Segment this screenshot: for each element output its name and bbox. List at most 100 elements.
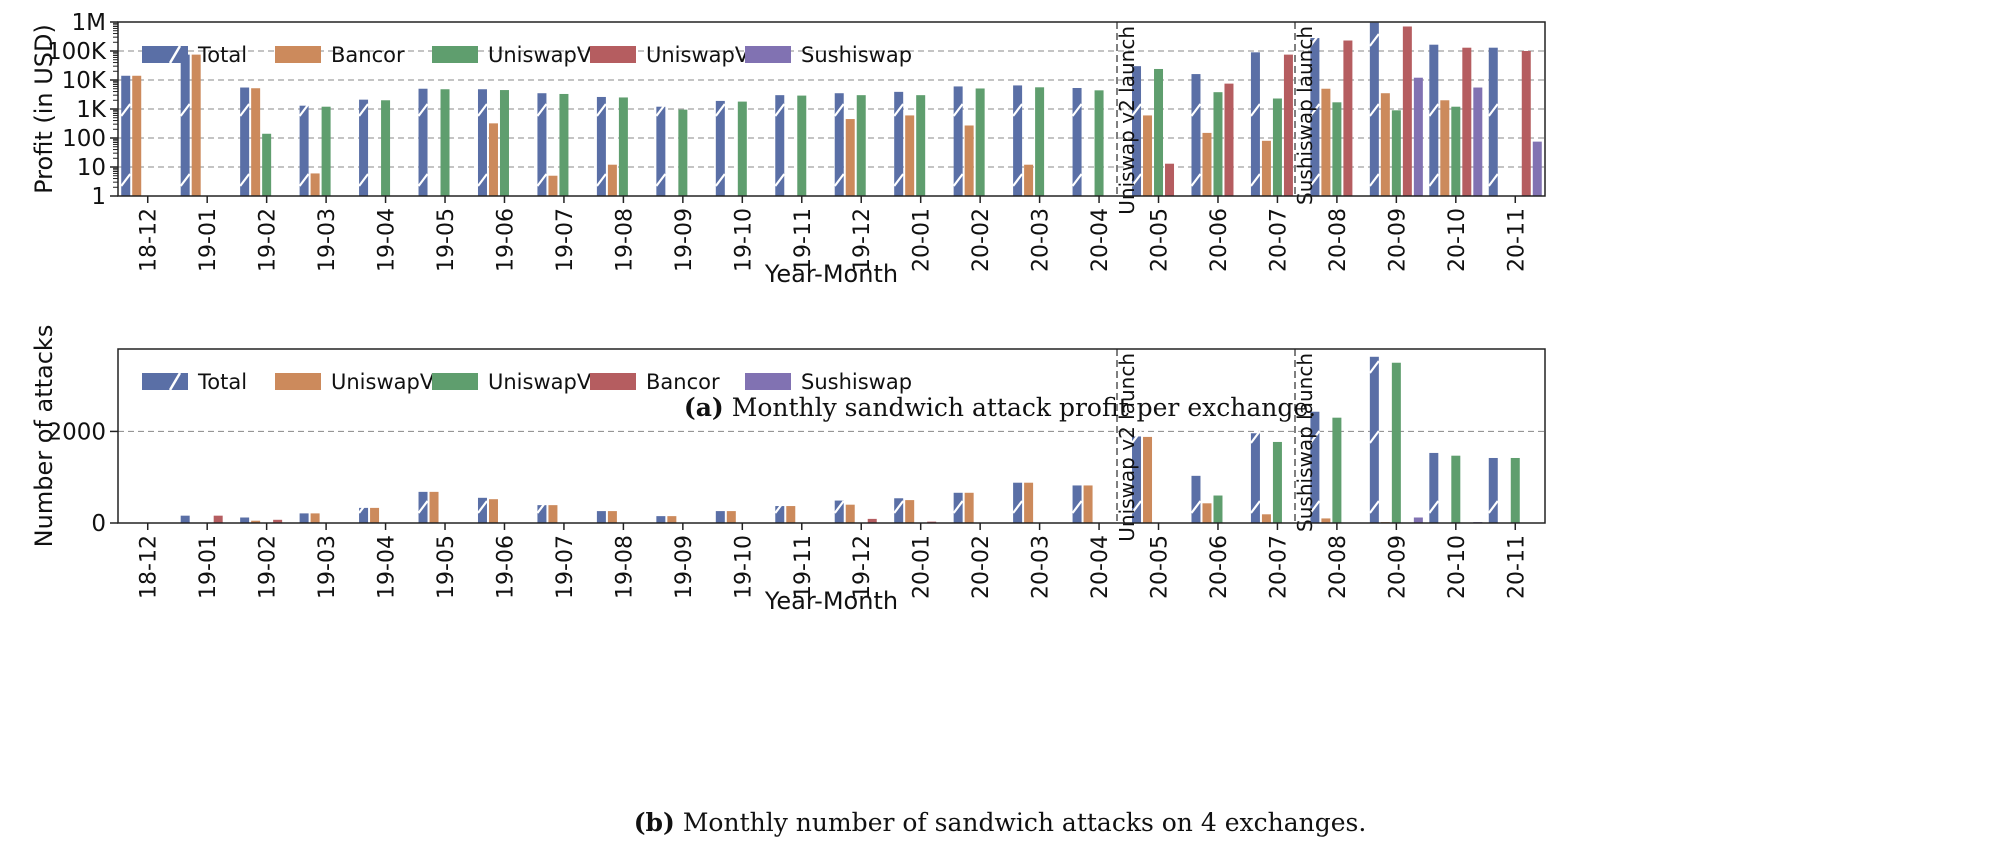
- bar-hatch: [1309, 500, 1321, 514]
- bar-hatch: [1250, 500, 1261, 514]
- launch-annotation: Sushiswap launch: [1293, 353, 1317, 532]
- x-tick-label: 19-03: [315, 535, 340, 599]
- chart-panel-a: Uniswap v2 launch Sushiswap launch 1 10 100 1…: [30, 10, 1546, 288]
- y-tick-label: 100: [62, 126, 106, 152]
- bar-total-19-06: [477, 497, 487, 523]
- launch-annotation: Sushiswap launch: [1293, 26, 1317, 205]
- x-tick-label: 19-09: [672, 535, 697, 599]
- bar-uniswapv1-19-10: [726, 511, 736, 523]
- bar-total-19-06: [477, 89, 487, 196]
- x-tick-label: 19-03: [315, 208, 340, 272]
- bar-hatch: [1368, 103, 1380, 117]
- bar-hatch: [893, 173, 905, 187]
- legend-swatch-uniswapv2: [432, 373, 478, 390]
- x-tick-label: 20-05: [1148, 208, 1173, 272]
- bar-uniswapv1-20-04: [1094, 90, 1104, 196]
- bar-bancor-19-12: [867, 518, 877, 523]
- caption-b: (b) Monthly number of sandwich attacks o…: [0, 808, 2000, 837]
- bar-total-20-02: [953, 86, 963, 196]
- x-tick-label: 19-10: [731, 535, 756, 599]
- legend-label-uniswapv1: UniswapV1: [488, 43, 605, 67]
- bar-hatch: [477, 173, 488, 187]
- bar-uniswapv1-19-12: [856, 95, 866, 196]
- bar-uniswapv1-19-07: [548, 505, 558, 523]
- x-tick-label: 19-02: [256, 535, 281, 599]
- bar-uniswapv2-20-06: [1213, 495, 1223, 523]
- legend-swatch-sushiswap: [745, 46, 791, 63]
- bar-bancor-19-01: [213, 515, 223, 523]
- bar-sushiswap-20-10: [1473, 87, 1483, 196]
- bar-hatch: [1012, 173, 1023, 187]
- bar-total-19-09: [656, 106, 666, 196]
- bar-uniswapv1-20-08: [1321, 518, 1331, 523]
- caption-a-text: Monthly sandwich attack profit per excha…: [731, 393, 1317, 422]
- x-tick-label: 19-07: [553, 535, 578, 599]
- x-tick-label: 20-06: [1207, 208, 1232, 272]
- bar-total-20-04: [1072, 87, 1082, 196]
- bar-bancor-20-10: [1440, 100, 1450, 196]
- bar-hatch: [298, 103, 310, 117]
- bar-uniswapv1-20-02: [975, 88, 985, 196]
- bar-uniswapv2-20-10: [1462, 47, 1472, 196]
- legend-label-sushiswap: Sushiswap: [801, 43, 912, 67]
- bar-total-20-01: [894, 498, 904, 523]
- x-tick-label: 18-12: [137, 535, 162, 599]
- bar-uniswapv1-19-10: [737, 101, 747, 196]
- bar-uniswapv1-19-07: [559, 93, 569, 196]
- x-tick-label: 20-04: [1088, 535, 1113, 599]
- bar-hatch: [1071, 173, 1083, 187]
- x-tick-label: 19-12: [850, 535, 875, 599]
- x-tick-label: 20-11: [1504, 208, 1529, 272]
- bar-uniswapv2-20-11: [1510, 457, 1520, 523]
- bar-hatch: [1428, 500, 1440, 514]
- bar-hatch: [239, 173, 251, 187]
- bar-bancor-18-12: [132, 75, 142, 196]
- bar-hatch: [1131, 103, 1142, 117]
- bar-total-20-06: [1191, 74, 1201, 196]
- bar-hatch: [952, 103, 964, 117]
- bar-uniswapv2-20-05: [1165, 163, 1175, 196]
- bar-hatch: [239, 103, 251, 117]
- bar-hatch: [714, 103, 726, 117]
- bar-hatch: [536, 500, 548, 514]
- x-tick-label: 19-01: [196, 208, 221, 272]
- bar-bancor-19-08: [607, 164, 617, 196]
- bar-uniswapv1-20-06: [1213, 92, 1223, 196]
- x-axis-title: Year-Month: [764, 260, 898, 288]
- bar-hatch: [1309, 33, 1321, 47]
- bar-hatch: [1309, 173, 1321, 187]
- bar-hatch: [1190, 173, 1202, 187]
- bar-total-19-07: [537, 505, 547, 523]
- bar-sushiswap-20-11: [1532, 141, 1542, 196]
- x-tick-label: 20-08: [1326, 208, 1351, 272]
- legend-swatch-total: [142, 46, 188, 63]
- x-tick-label: 20-03: [1029, 208, 1054, 272]
- x-tick-label: 19-08: [612, 208, 637, 272]
- x-tick-label: 19-10: [731, 208, 756, 272]
- bar-total-19-03: [299, 105, 309, 196]
- bar-uniswapv2-20-10: [1451, 455, 1461, 523]
- bar-bancor-19-06: [488, 123, 498, 196]
- bar-total-20-11: [1488, 457, 1498, 523]
- plot-frame: [117, 348, 1546, 524]
- bar-uniswapv1-20-03: [1035, 87, 1045, 196]
- bar-total-19-12: [834, 500, 844, 523]
- bar-uniswapv1-20-01: [916, 95, 926, 196]
- bar-hatch: [536, 173, 548, 187]
- x-tick-label: 20-05: [1148, 535, 1173, 599]
- bar-hatch: [655, 103, 667, 117]
- bar-uniswapv1-19-08: [618, 97, 628, 196]
- bar-bancor-19-01: [191, 54, 201, 196]
- x-tick-label: 19-06: [493, 208, 518, 272]
- x-tick-label: 20-09: [1385, 535, 1410, 599]
- x-tick-label: 20-01: [910, 208, 935, 272]
- bar-uniswapv2-20-07: [1283, 54, 1293, 196]
- x-tick-label: 19-06: [493, 535, 518, 599]
- bar-total-20-05: [1132, 66, 1142, 196]
- bar-total-18-12: [121, 75, 131, 196]
- x-tick-label: 20-10: [1445, 535, 1470, 599]
- bar-uniswapv1-20-09: [1391, 110, 1401, 196]
- x-tick-label: 20-09: [1385, 208, 1410, 272]
- bar-sushiswap-20-09: [1413, 517, 1423, 523]
- bar-uniswapv1-19-05: [440, 89, 450, 196]
